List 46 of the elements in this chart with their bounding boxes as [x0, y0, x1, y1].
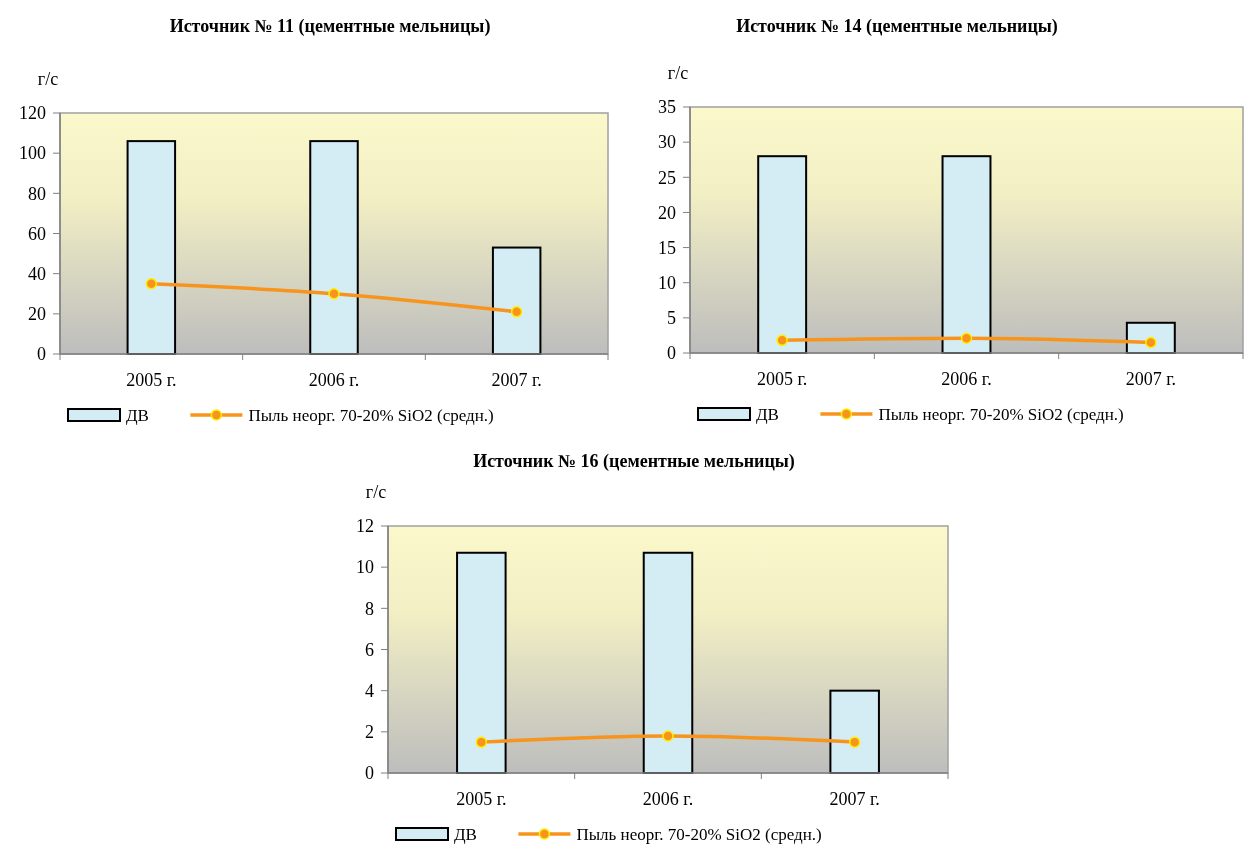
y-tick-label: 6	[365, 639, 374, 660]
y-tick-label: 10	[658, 273, 676, 294]
x-tick-label: 2005 г.	[756, 369, 808, 389]
x-tick-label: 2005 г.	[456, 789, 507, 809]
legend-label: ДВ	[454, 824, 477, 844]
y-tick-label: 10	[356, 557, 374, 578]
y-tick-label: 0	[365, 763, 374, 784]
y-tick-label: 4	[365, 680, 374, 701]
y-tick-label: 40	[28, 263, 46, 284]
y-tick-label: 100	[19, 143, 46, 164]
y-tick-label: 20	[658, 202, 676, 223]
y-axis-title: г/с	[667, 63, 689, 83]
y-tick-label: 60	[28, 223, 46, 244]
x-tick-label: 2007 г.	[829, 789, 880, 809]
point	[328, 288, 340, 300]
y-axis-title: г/с	[365, 482, 387, 502]
y-tick-label: 12	[356, 516, 374, 537]
y-tick-label: 5	[667, 308, 676, 329]
y-tick-label: 80	[28, 183, 46, 204]
legend-label: ДВ	[126, 405, 149, 425]
x-tick-label: 2006 г.	[642, 789, 694, 809]
point	[510, 306, 523, 318]
chart-title: Источник № 11 (цементные мельницы)	[169, 16, 491, 37]
x-tick-label: 2007 г.	[491, 370, 542, 390]
y-tick-label: 120	[19, 103, 46, 124]
y-axis-title: г/с	[37, 69, 59, 89]
y-tick-label: 35	[658, 97, 676, 118]
chart-title: Источник № 16 (цементные мельницы)	[473, 451, 795, 472]
chart-title: Источник № 14 (цементные мельницы)	[736, 16, 1058, 37]
y-tick-label: 25	[658, 167, 676, 188]
x-tick-label: 2007 г.	[1125, 369, 1177, 389]
x-tick-label: 2006 г.	[308, 370, 360, 390]
y-tick-label: 0	[37, 344, 46, 365]
y-tick-label: 0	[667, 343, 676, 364]
x-tick-label: 2006 г.	[941, 369, 992, 389]
y-tick-label: 15	[658, 237, 676, 258]
y-tick-label: 20	[28, 304, 46, 325]
legend-label: Пыль неорг. 70-20% SiO2 (средн.)	[248, 405, 494, 425]
y-tick-label: 2	[365, 722, 374, 743]
legend-label: ДВ	[756, 404, 779, 424]
x-tick-label: 2005 г.	[126, 370, 177, 390]
y-tick-label: 30	[658, 132, 676, 153]
legend-label: Пыль неорг. 70-20% SiO2 (средн.)	[576, 824, 822, 844]
y-tick-label: 8	[365, 598, 374, 619]
legend-label: Пыль неорг. 70-20% SiO2 (средн.)	[878, 404, 1124, 424]
point	[145, 277, 158, 290]
